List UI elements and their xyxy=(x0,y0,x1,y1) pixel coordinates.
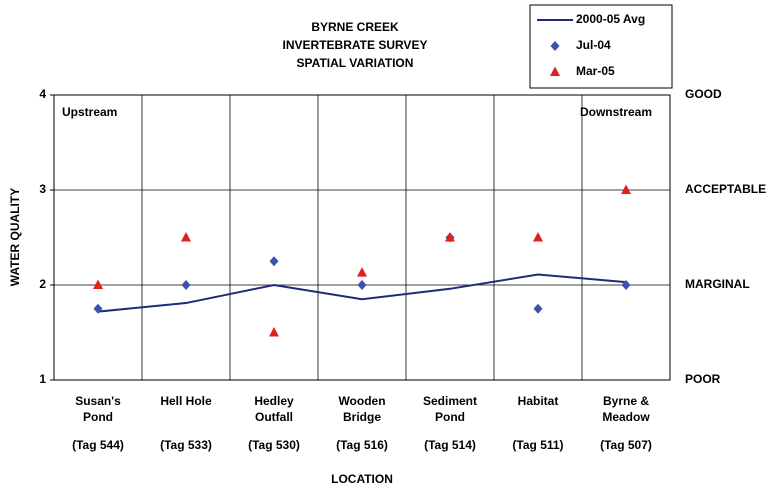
x-tick-label: Susan's xyxy=(75,394,121,408)
point xyxy=(181,280,191,290)
y-tick-label: 1 xyxy=(39,372,46,386)
y2-tick-label: MARGINAL xyxy=(685,277,750,291)
y-tick-label: 3 xyxy=(39,182,46,196)
annotation: Downstream xyxy=(580,105,652,119)
legend-label: Jul-04 xyxy=(576,38,611,52)
x-tick-label: (Tag 507) xyxy=(600,438,652,452)
point xyxy=(550,66,560,76)
chart-title: BYRNE CREEK xyxy=(311,20,399,34)
x-tick-label: (Tag 544) xyxy=(72,438,124,452)
series-line xyxy=(97,273,627,313)
y-tick-label: 4 xyxy=(39,87,46,101)
point xyxy=(533,303,543,314)
point xyxy=(621,280,631,290)
y2-tick-label: POOR xyxy=(685,372,721,386)
x-tick-label: Habitat xyxy=(518,394,559,408)
x-tick-label: Outfall xyxy=(255,410,293,424)
x-tick-label: Pond xyxy=(83,410,113,424)
x-tick-label: Hedley xyxy=(254,394,294,408)
point xyxy=(269,327,279,337)
legend-label: Mar-05 xyxy=(576,64,615,78)
legend-label: 2000-05 Avg xyxy=(576,12,645,26)
point xyxy=(181,232,191,242)
x-tick-label: (Tag 511) xyxy=(512,438,563,452)
plot-border xyxy=(53,94,671,381)
point xyxy=(550,41,560,51)
x-tick-label: Meadow xyxy=(602,410,650,424)
x-tick-label: Bridge xyxy=(343,410,381,424)
point xyxy=(269,256,279,267)
annotation: Upstream xyxy=(62,105,117,119)
x-tick-label: Byrne & xyxy=(603,394,649,408)
point xyxy=(93,279,103,289)
y-axis-label: WATER QUALITY xyxy=(8,188,22,286)
point xyxy=(93,303,103,314)
y-tick-label: 2 xyxy=(39,277,46,291)
x-tick-label: (Tag 516) xyxy=(336,438,388,452)
point xyxy=(357,267,367,277)
chart-title: INVERTEBRATE SURVEY xyxy=(283,38,428,52)
x-tick-label: Sediment xyxy=(423,394,477,408)
point xyxy=(357,280,367,290)
point xyxy=(621,184,631,194)
point xyxy=(445,232,455,242)
point xyxy=(533,232,543,242)
x-tick-label: Hell Hole xyxy=(160,394,212,408)
chart-title: SPATIAL VARIATION xyxy=(297,56,414,70)
x-tick-label: (Tag 533) xyxy=(160,438,212,452)
x-tick-label: Wooden xyxy=(338,394,385,408)
x-axis-label: LOCATION xyxy=(331,472,393,486)
x-tick-label: (Tag 514) xyxy=(424,438,476,452)
x-tick-label: (Tag 530) xyxy=(248,438,300,452)
x-tick-label: Pond xyxy=(435,410,465,424)
y2-tick-label: GOOD xyxy=(685,87,722,101)
y2-tick-label: ACCEPTABLE xyxy=(685,182,766,196)
